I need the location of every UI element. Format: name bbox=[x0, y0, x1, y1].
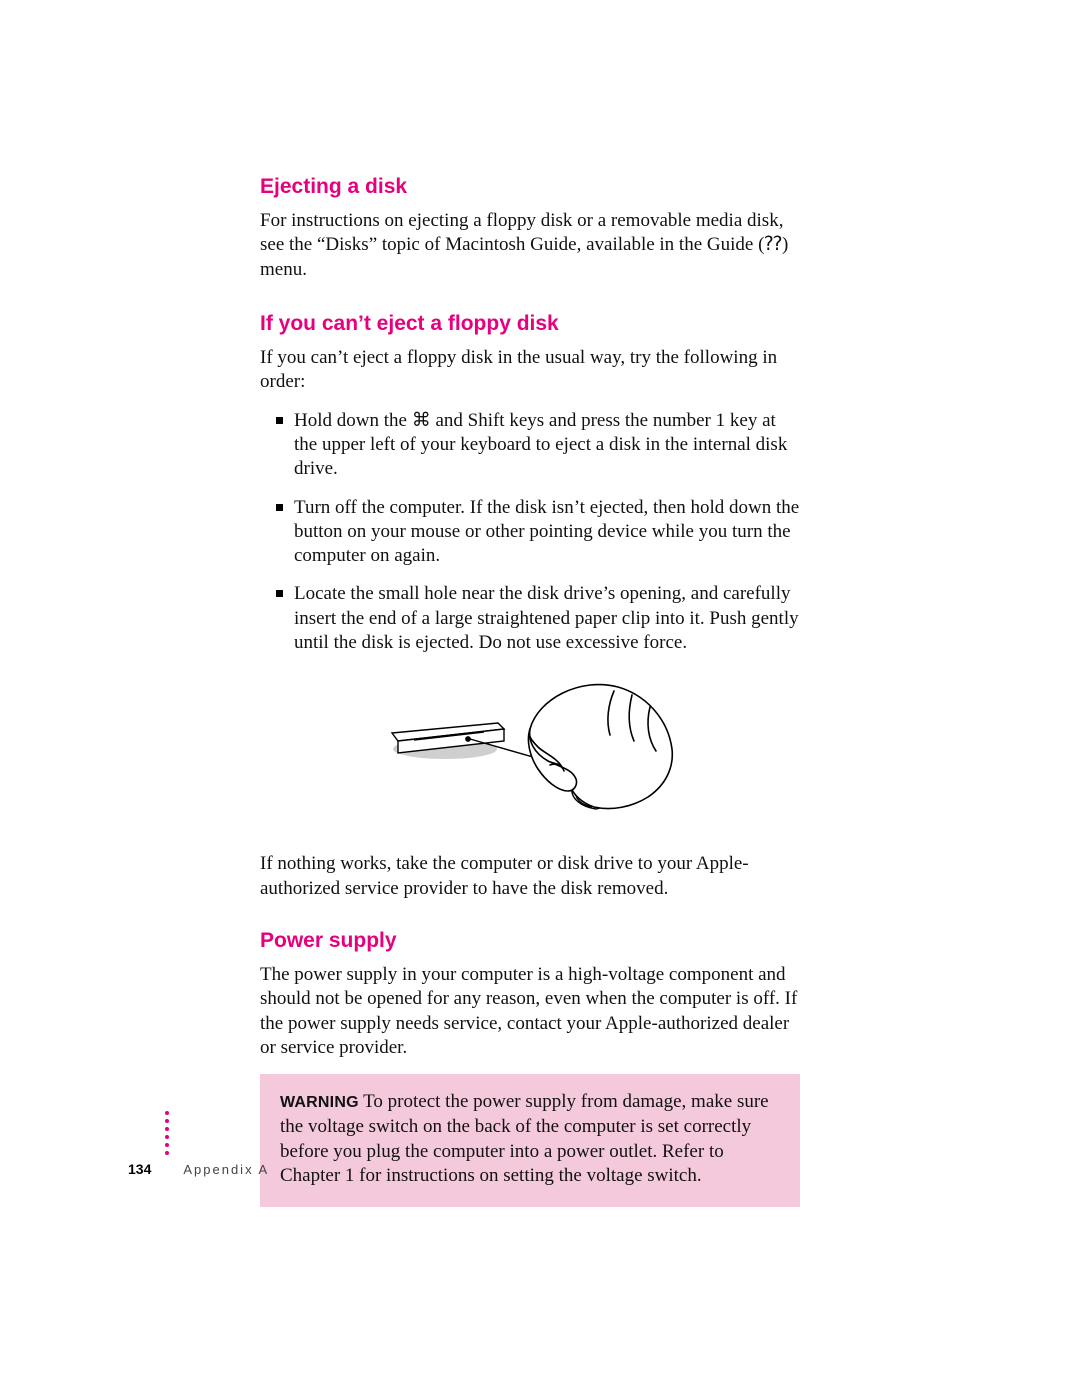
list-item: Turn off the computer. If the disk isn’t… bbox=[280, 496, 800, 569]
cant-eject-after: If nothing works, take the computer or d… bbox=[260, 852, 800, 901]
paperclip-eject-illustration bbox=[260, 669, 800, 834]
bullet1-a: Hold down the bbox=[294, 410, 412, 431]
appendix-label: Appendix A bbox=[183, 1162, 269, 1177]
heading-ejecting-a-disk: Ejecting a disk bbox=[260, 175, 800, 199]
page-footer: 134 Appendix A bbox=[128, 1139, 269, 1179]
power-supply-body: The power supply in your computer is a h… bbox=[260, 963, 800, 1060]
warning-label: WARNING bbox=[280, 1094, 359, 1111]
heading-cant-eject: If you can’t eject a floppy disk bbox=[260, 312, 800, 336]
cant-eject-list: Hold down the ⌘ and Shift keys and press… bbox=[260, 409, 800, 656]
list-item: Locate the small hole near the disk driv… bbox=[280, 582, 800, 655]
guide-menu-icon: ⁇ bbox=[764, 234, 782, 255]
content-area: Ejecting a disk For instructions on ejec… bbox=[260, 175, 800, 1207]
ejecting-body: For instructions on ejecting a floppy di… bbox=[260, 209, 800, 282]
cant-eject-intro: If you can’t eject a floppy disk in the … bbox=[260, 346, 800, 395]
heading-power-supply: Power supply bbox=[260, 929, 800, 953]
command-key-icon: ⌘ bbox=[412, 410, 431, 431]
warning-box: WARNING To protect the power supply from… bbox=[260, 1074, 800, 1207]
footer-dots bbox=[165, 1107, 169, 1155]
list-item: Hold down the ⌘ and Shift keys and press… bbox=[280, 409, 800, 482]
ejecting-body-a: For instructions on ejecting a floppy di… bbox=[260, 210, 783, 255]
document-page: Ejecting a disk For instructions on ejec… bbox=[0, 0, 1080, 1397]
page-number: 134 bbox=[128, 1161, 151, 1177]
